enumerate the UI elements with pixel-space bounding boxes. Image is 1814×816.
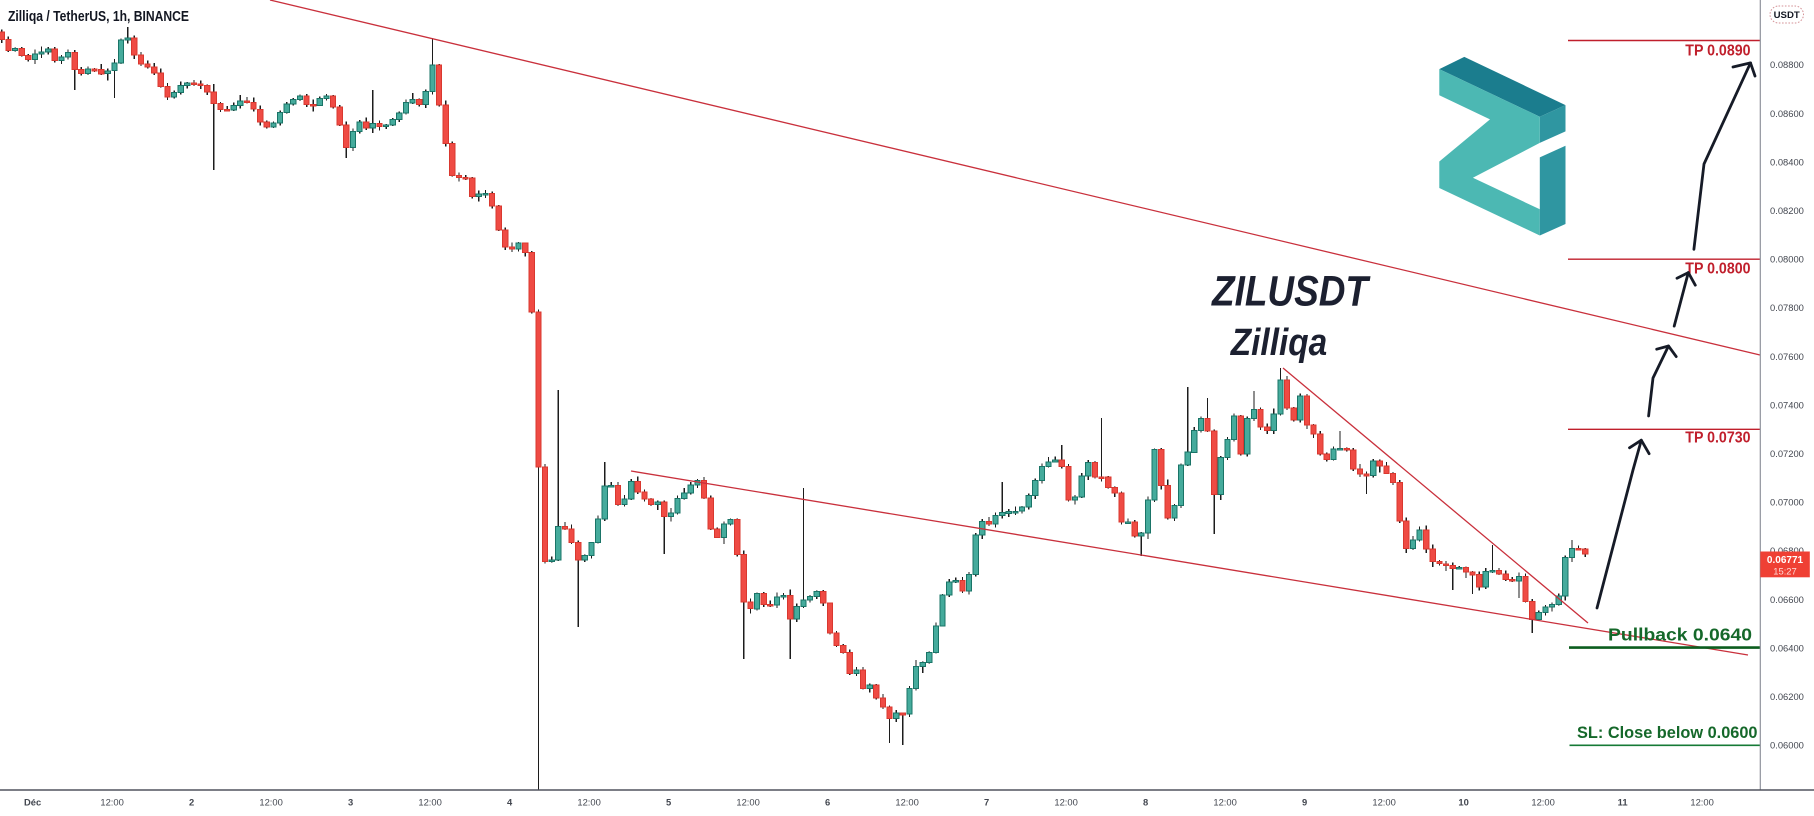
svg-text:12:00: 12:00 [100, 797, 123, 808]
svg-text:0.06800: 0.06800 [1770, 545, 1804, 556]
svg-text:11: 11 [1618, 797, 1628, 808]
svg-text:12:00: 12:00 [895, 797, 918, 808]
svg-text:0.08200: 0.08200 [1770, 205, 1804, 216]
svg-text:0.07000: 0.07000 [1770, 497, 1804, 508]
svg-text:0.06200: 0.06200 [1770, 691, 1804, 702]
svg-text:0.07600: 0.07600 [1770, 351, 1804, 362]
svg-text:TP 0.0890: TP 0.0890 [1685, 43, 1750, 60]
svg-text:Zilliqa: Zilliqa [1230, 322, 1327, 364]
svg-text:2: 2 [189, 797, 194, 808]
svg-text:0.06400: 0.06400 [1770, 642, 1804, 653]
svg-text:12:00: 12:00 [1690, 797, 1713, 808]
svg-text:Zilliqa / TetherUS, 1h, BINANC: Zilliqa / TetherUS, 1h, BINANCE [8, 9, 189, 25]
svg-text:0.06000: 0.06000 [1770, 740, 1804, 751]
svg-text:USDT: USDT [1774, 10, 1800, 21]
svg-text:0.07800: 0.07800 [1770, 302, 1804, 313]
svg-text:4: 4 [507, 797, 513, 808]
svg-text:TP 0.0800: TP 0.0800 [1685, 261, 1750, 278]
svg-text:0.08600: 0.08600 [1770, 108, 1804, 119]
svg-text:12:00: 12:00 [736, 797, 759, 808]
svg-text:5: 5 [666, 797, 671, 808]
svg-text:9: 9 [1302, 797, 1307, 808]
svg-text:6: 6 [825, 797, 830, 808]
svg-text:12:00: 12:00 [577, 797, 600, 808]
svg-text:12:00: 12:00 [1372, 797, 1395, 808]
svg-text:TP 0.0730: TP 0.0730 [1685, 430, 1750, 447]
svg-text:0.06600: 0.06600 [1770, 594, 1804, 605]
svg-text:ZILUSDT: ZILUSDT [1210, 268, 1371, 316]
svg-text:0.08400: 0.08400 [1770, 156, 1804, 167]
svg-text:12:00: 12:00 [1531, 797, 1554, 808]
svg-text:12:00: 12:00 [1054, 797, 1077, 808]
svg-text:12:00: 12:00 [259, 797, 282, 808]
svg-text:0.08800: 0.08800 [1770, 59, 1804, 70]
svg-text:10: 10 [1458, 797, 1468, 808]
svg-text:15:27: 15:27 [1773, 566, 1796, 577]
svg-text:3: 3 [348, 797, 353, 808]
svg-text:Pullback 0.0640: Pullback 0.0640 [1608, 625, 1752, 645]
svg-text:0.06771: 0.06771 [1767, 555, 1804, 566]
svg-text:0.08000: 0.08000 [1770, 254, 1804, 265]
svg-text:SL: Close below 0.0600: SL: Close below 0.0600 [1577, 724, 1758, 742]
svg-text:0.07200: 0.07200 [1770, 448, 1804, 459]
svg-text:8: 8 [1143, 797, 1148, 808]
svg-text:Déc: Déc [24, 797, 41, 808]
svg-text:0.07400: 0.07400 [1770, 399, 1804, 410]
svg-text:7: 7 [984, 797, 989, 808]
svg-text:12:00: 12:00 [418, 797, 441, 808]
svg-text:12:00: 12:00 [1213, 797, 1236, 808]
